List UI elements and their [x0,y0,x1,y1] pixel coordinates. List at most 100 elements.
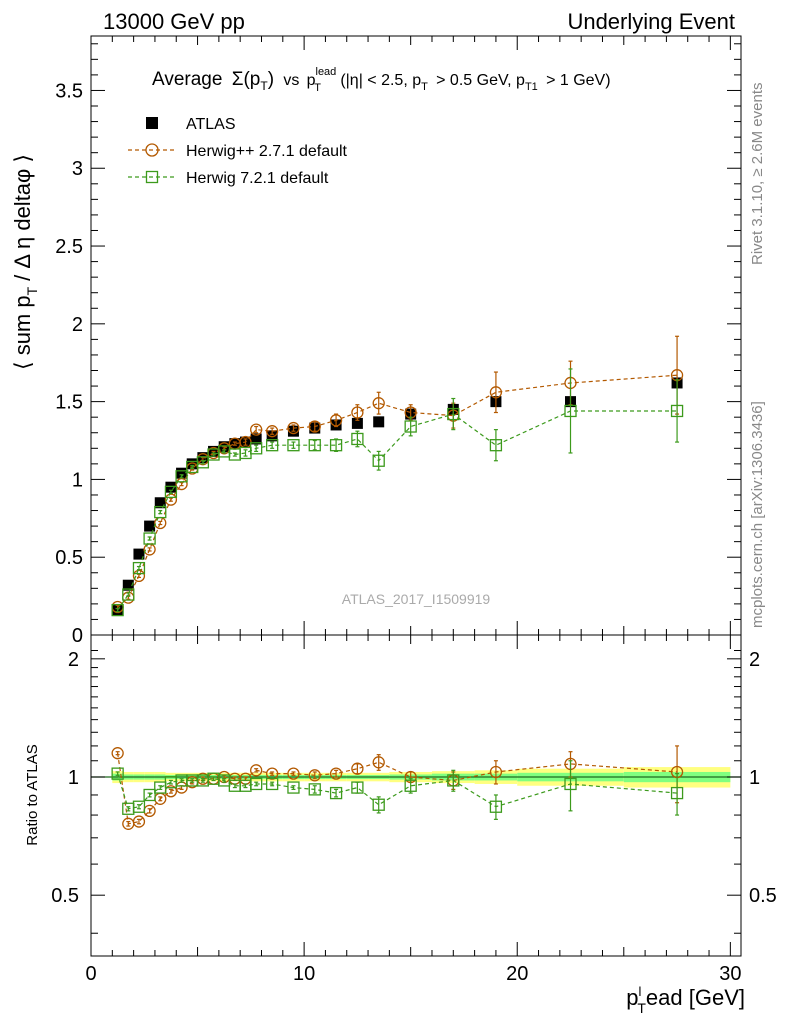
main-ytick-label-4: 2 [72,314,83,336]
herwigpp-point-18 [351,406,364,419]
ratio-ytick-label-left-1: 1 [68,767,79,789]
ratio-herwig7-point-24 [670,786,684,800]
herwig7-point-8 [196,456,210,469]
ratio-herwigpp-point-16 [308,769,321,782]
herwigpp-point-11 [228,437,242,450]
xtick-label-1: 10 [293,963,315,985]
atlas-point-19 [373,416,385,428]
legend-marker-atlas [146,117,158,129]
ratio-herwigpp-point-4 [154,792,167,805]
ratio-herwig7-point-15 [287,781,300,794]
xtick-label-2: 20 [506,963,528,985]
herwig7-point-2 [132,561,146,575]
herwigpp-point-22 [489,386,503,399]
main-ytick-label-1: 0.5 [55,547,83,569]
legend-marker-herwig7 [145,170,159,184]
herwig7-point-21 [447,407,460,421]
atlas-point-13 [250,433,262,445]
ratio-herwigpp-point-12 [239,772,252,785]
ratio-ytick-label-right-0: 0.5 [749,885,777,907]
xtick-label-0: 0 [85,963,96,985]
herwig7-point-15 [287,439,300,452]
atlas-point-4 [154,497,166,509]
ratio-herwig7-point-19 [372,798,385,811]
herwig7-point-17 [329,439,343,452]
herwigpp-point-15 [287,421,300,435]
ratio-herwig7-point-17 [329,786,343,800]
main-title: Average Σ(pT) vs plead T (|η| < 2.5, pT >… [152,66,611,96]
herwig7-point-22 [489,439,503,452]
ratio-herwigpp-point-3 [143,804,156,817]
ratio-herwig7-point-23 [564,777,577,791]
herwigpp-point-6 [175,477,188,491]
ratio-herwigpp-point-18 [351,762,364,775]
herwig7-point-3 [143,532,156,545]
atlas-point-3 [144,520,156,532]
ratio-axis-ticks [90,635,741,956]
main-ytick-label-3: 1.5 [55,392,83,414]
herwig7-point-13 [250,442,263,455]
ratio-panel: 0.5 0.5 1 1 2 2 0 10 20 30 Ratio to ATLAS pl Tead… [24,634,777,1016]
main-ylabel: ⟨ sum pT/ Δ η deltaφ ⟩ [10,154,40,370]
ratio-ylabel: Ratio to ATLAS [24,744,41,845]
main-ytick-label-6: 3 [72,158,83,180]
ratio-herwigpp-point-0 [111,747,124,760]
herwig7-point-1 [122,588,135,601]
ratio-herwigpp-point-11 [228,772,242,785]
ratio-herwigpp-line [117,753,678,825]
herwig7-point-5 [164,485,178,499]
herwigpp-line [117,374,678,608]
atlas-point-6 [176,467,188,479]
ratio-herwig7-point-0 [111,767,124,780]
main-data [111,335,684,617]
main-axis-ticks [90,36,741,636]
herwigpp-point-13 [250,423,263,436]
herwig7-point-4 [154,505,167,519]
ratio-herwigpp-point-13 [250,764,263,777]
ratio-herwig7-point-16 [308,783,321,796]
ratio-ytick-label-left-2: 2 [68,649,79,671]
legend-label-herwigpp: Herwig++ 2.7.1 default [186,143,348,160]
ratio-herwigpp-point-6 [175,781,188,794]
main-panel: 0 0.5 1 1.5 2 2.5 3 3.5 Average Σ(pT) vs plead T… [10,35,742,647]
herwig7-point-18 [351,432,364,446]
herwig7-point-14 [265,439,279,452]
ratio-herwigpp-point-14 [265,767,279,780]
legend-marker-herwigpp [145,143,159,157]
main-ytick-label-0: 0 [72,625,83,647]
ratio-herwig7-point-18 [351,781,364,794]
herwigpp-point-24 [670,369,684,382]
main-ytick-label-2: 1 [72,469,83,491]
herwig7-point-16 [308,439,321,452]
herwigpp-point-20 [404,406,417,419]
ratio-herwig7-point-20 [404,779,417,792]
ratio-herwig7-point-14 [265,777,279,791]
mcplots-label: mcplots.cern.ch [arXiv:1306.3436] [749,401,766,628]
header-left: 13000 GeV pp [103,9,245,34]
herwig7-point-24 [670,404,684,418]
herwigpp-point-19 [372,397,385,410]
herwig7-point-19 [372,454,385,467]
ratio-herwigpp-point-17 [329,767,343,780]
ratio-herwigpp-point-2 [132,815,146,828]
legend-label-atlas: ATLAS [186,116,236,133]
herwig7-point-0 [111,603,124,617]
legend: ATLAS Herwig++ 2.7.1 default Herwig 7.2.… [128,116,348,187]
main-ytick-label-5: 2.5 [55,236,83,258]
ratio-ytick-label-left-0: 0.5 [51,885,79,907]
ratio-ytick-label-right-2: 2 [749,649,760,671]
ratio-herwigpp-point-1 [122,817,135,830]
herwigpp-point-12 [239,435,252,449]
header-right: Underlying Event [567,9,735,34]
herwig7-point-23 [564,404,577,418]
rivet-label: Rivet 3.1.10, ≥ 2.6M events [749,83,766,266]
ratio-herwig7-point-3 [143,788,156,802]
analysis-watermark: ATLAS_2017_I1509919 [342,591,491,607]
herwigpp-point-16 [308,420,321,433]
herwig7-line [117,410,678,611]
herwig7-point-20 [404,420,417,433]
ratio-herwigpp-point-19 [372,756,385,769]
atlas-point-5 [165,481,177,493]
xtick-label-3: 30 [719,963,741,985]
atlas-point-14 [266,430,278,442]
